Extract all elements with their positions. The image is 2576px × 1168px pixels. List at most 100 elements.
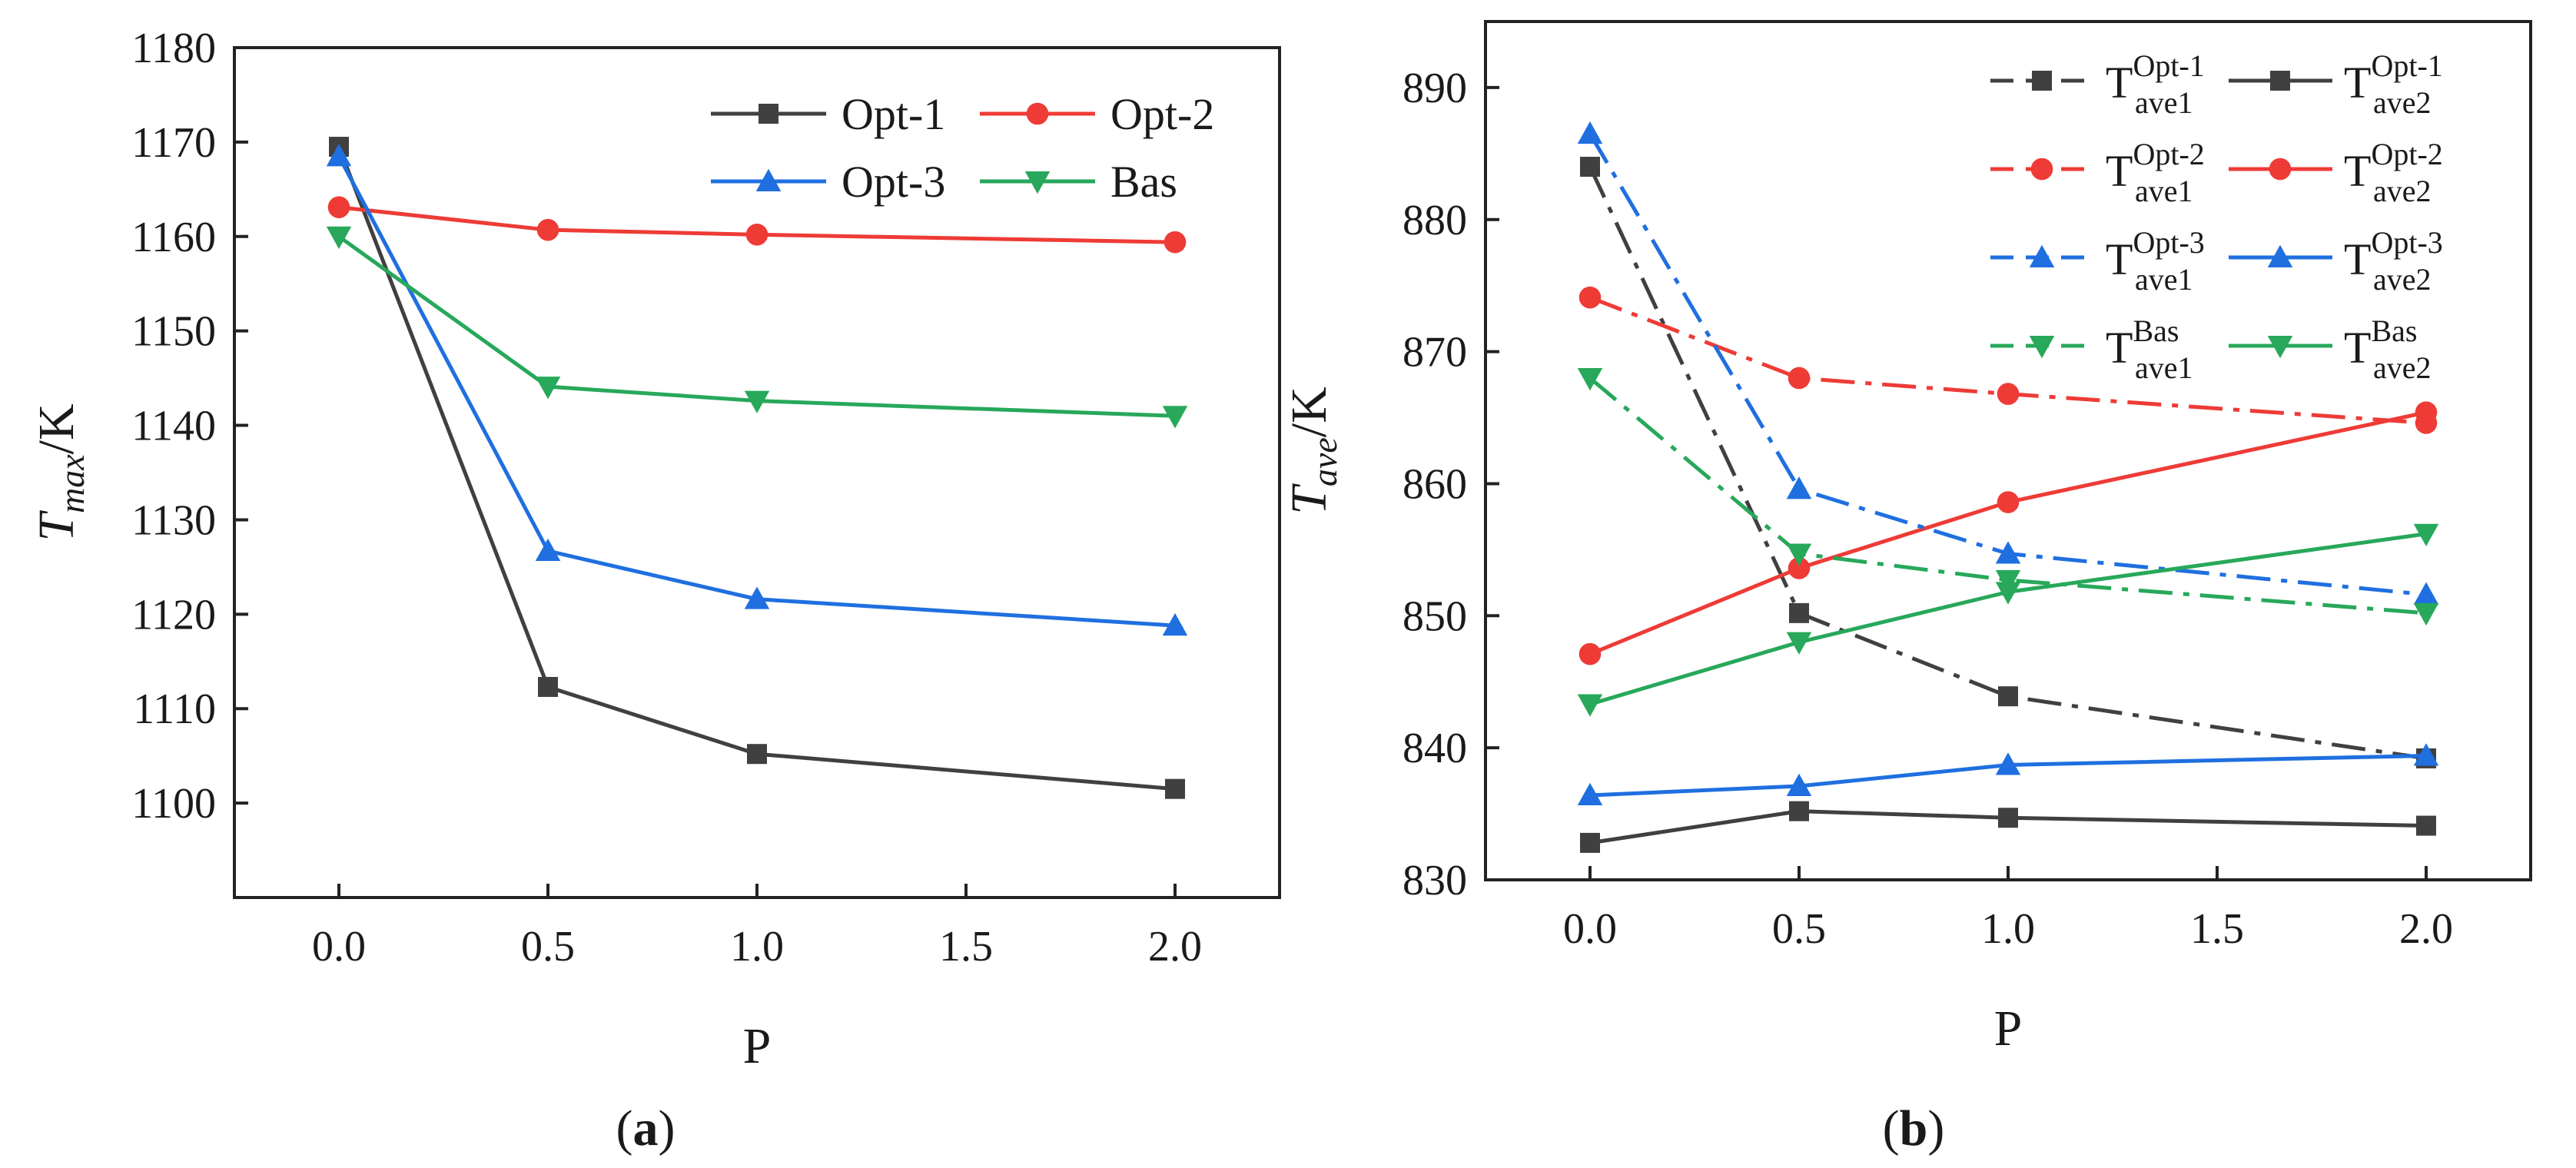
legend-label: TOpt-3 ave2: [2344, 225, 2443, 297]
y-tick-label: 1140: [131, 403, 216, 450]
series-line: [337, 234, 1176, 418]
legend-label: TOpt-1 ave2: [2344, 48, 2443, 120]
legend-label: TOpt-1 ave1: [2106, 48, 2205, 120]
legend-marker: [2030, 158, 2053, 181]
data-point: [1578, 286, 1602, 309]
data-point: [1789, 602, 1809, 623]
legend-label: Opt-2: [1110, 89, 1214, 139]
legend-label: Opt-1: [842, 89, 945, 139]
series-T_ave1^Opt-2: [1578, 286, 2438, 434]
series-Bas: [326, 226, 1188, 429]
y-axis-title-unit: /K: [28, 403, 85, 454]
y-tick-label: 1100: [131, 780, 216, 828]
data-point: [326, 144, 352, 167]
chart-a: 0.0 0.5 1.0 1.5 2.0 1100 1110 1120 1130 1140 1150 1…: [28, 25, 1281, 1156]
legend-label: Bas: [1110, 157, 1177, 207]
data-point: [1162, 406, 1188, 429]
series-T_ave2^Opt-1: [1580, 801, 2436, 853]
x-tick-label: 2.0: [1148, 923, 1202, 971]
y-tick-label: 890: [1403, 65, 1467, 112]
series-line: [1589, 295, 2427, 425]
series-line: [337, 146, 1176, 791]
data-point: [1997, 383, 2020, 405]
legend-label: TOpt-3 ave1: [2106, 225, 2205, 297]
series-line: [1589, 410, 2427, 656]
chart-b: 0.0 0.5 1.0 1.5 2.0 830 840 850 860 870 880 890 P Tav…: [1281, 20, 2532, 1156]
y-axis-title-unit: /K: [1281, 387, 1337, 437]
series-line: [1589, 809, 2427, 845]
panel-label-open: (: [1883, 1100, 1900, 1156]
series-T_ave2^Bas: [1577, 523, 2439, 717]
legend-label-sup: Opt-1: [2133, 48, 2204, 83]
legend-marker: [755, 168, 782, 191]
series-Opt-2: [327, 196, 1187, 254]
legend-label: Opt-3: [842, 157, 945, 207]
data-point: [535, 377, 561, 400]
data-point: [535, 538, 561, 561]
legend-marker: [2269, 158, 2292, 181]
y-axis-title: Tmax/K: [28, 403, 91, 541]
data-point: [1164, 231, 1187, 254]
legend-label-sub: ave2: [2373, 85, 2432, 120]
x-tick-label: 1.5: [939, 923, 993, 971]
data-point: [1165, 778, 1185, 799]
data-point: [2413, 582, 2439, 605]
legend-label-sub: ave1: [2135, 350, 2193, 385]
y-tick-label: 840: [1403, 725, 1467, 772]
legend-label-sub: ave2: [2373, 350, 2432, 385]
legend-label-base: T: [2106, 323, 2133, 373]
x-tick-label: 0.0: [312, 923, 366, 971]
legend-label-sub: ave1: [2135, 174, 2193, 208]
legend-label-base: T: [2344, 234, 2371, 284]
legend-label-sub: ave1: [2135, 85, 2193, 120]
legend-label-sup: Opt-3: [2371, 225, 2442, 260]
panel-label-letter: a: [633, 1100, 659, 1156]
series-line: [1589, 753, 2427, 798]
legend-label-sub: ave2: [2373, 262, 2432, 297]
y-axis-title: Tave/K: [1281, 387, 1344, 515]
x-tick-label: 1.0: [1981, 905, 2035, 953]
data-point: [1577, 694, 1603, 717]
series-line: [1589, 532, 2427, 706]
data-point: [1998, 686, 2018, 707]
legend-label-base: T: [2344, 323, 2371, 373]
data-point: [2413, 743, 2439, 766]
series-Opt-1: [329, 137, 1185, 799]
data-point: [1786, 476, 1812, 499]
y-axis-title-sub: max: [52, 454, 91, 513]
y-tick-label: 850: [1403, 592, 1467, 640]
data-point: [2415, 401, 2438, 423]
data-point: [2416, 815, 2436, 836]
data-point: [1995, 541, 2021, 564]
data-point: [1577, 121, 1603, 144]
legend-label-base: T: [2106, 234, 2133, 284]
y-axis-title-sub: ave: [1305, 437, 1344, 486]
data-point: [326, 226, 352, 250]
panel-label: (b): [1883, 1100, 1945, 1156]
x-axis-title: P: [1994, 1000, 2023, 1057]
legend-label-sup: Opt-2: [2133, 137, 2204, 171]
y-tick-label: 1170: [131, 119, 216, 167]
legend-label-sup: Opt-2: [2371, 137, 2442, 171]
series-T_ave1^Bas: [1577, 367, 2439, 626]
data-point: [1788, 557, 1811, 579]
data-point: [1788, 367, 1811, 390]
y-tick-label: 1180: [131, 25, 216, 72]
data-point: [1789, 801, 1809, 821]
data-point: [2413, 602, 2439, 626]
series-T_ave1^Opt-3: [1577, 121, 2439, 605]
series-line: [337, 155, 1176, 628]
legend-marker: [2267, 244, 2293, 267]
legend-label-sub: ave2: [2373, 174, 2432, 208]
y-tick-label: 860: [1403, 460, 1467, 508]
legend-marker: [759, 104, 778, 124]
panel-label-open: (: [616, 1100, 633, 1156]
legend-label-base: T: [2106, 146, 2133, 196]
series-Opt-3: [326, 144, 1188, 636]
data-point: [1577, 782, 1603, 806]
series-line: [1588, 377, 2427, 616]
data-point: [1577, 367, 1603, 391]
legend-label-base: T: [2344, 58, 2371, 108]
data-point: [1786, 632, 1812, 655]
y-tick-label: 830: [1403, 857, 1467, 904]
